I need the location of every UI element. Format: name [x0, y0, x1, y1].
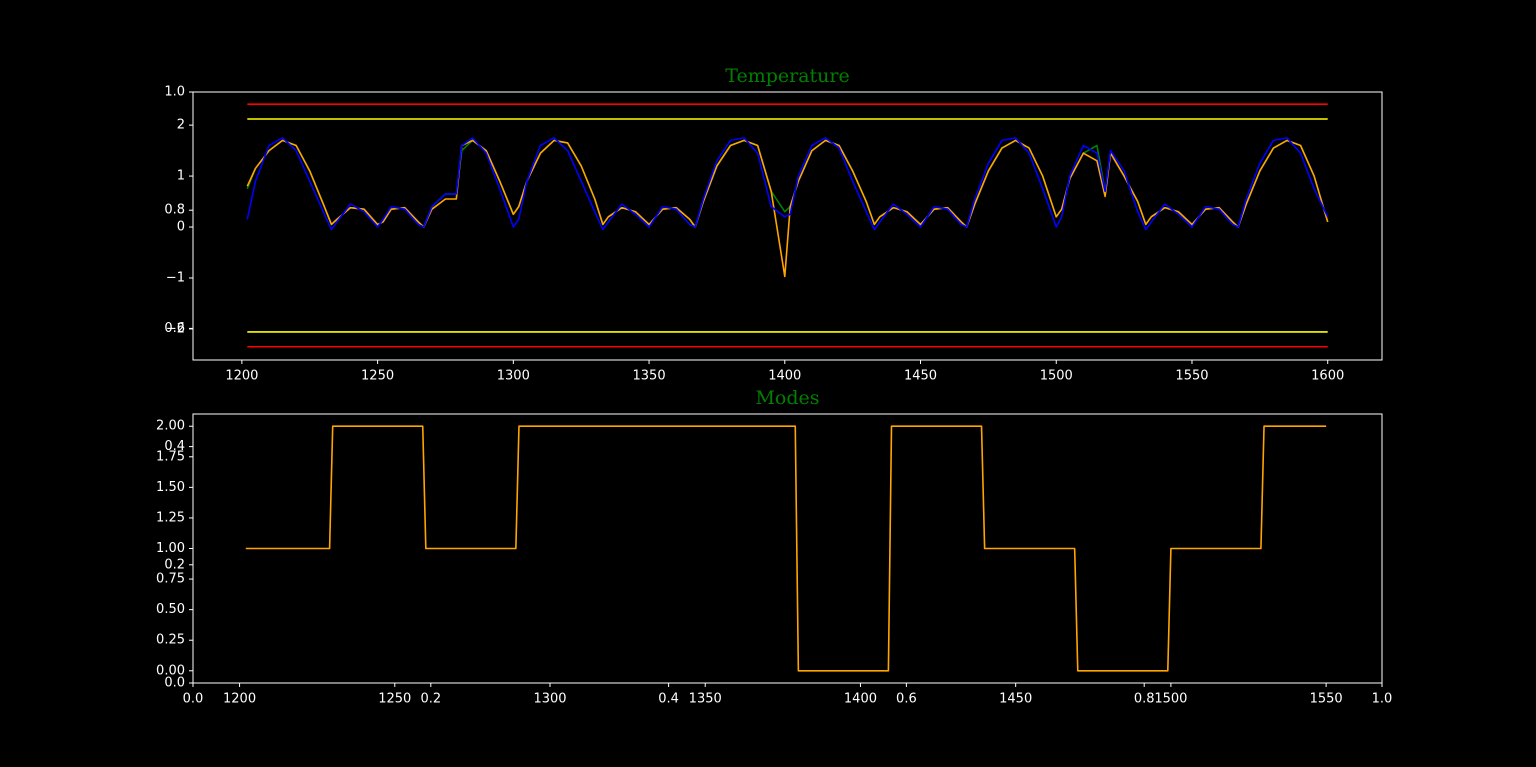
y-tick-label: 0.50	[156, 602, 185, 617]
x-tick-label: 0.4	[658, 692, 679, 707]
y-tick-label: 0.2	[164, 557, 185, 572]
y-tick-label: 0	[177, 220, 185, 235]
y-tick-label: 0.4	[164, 439, 185, 454]
y-tick-label: 0.8	[164, 203, 185, 218]
x-tick-label: 1450	[904, 369, 937, 384]
chart-title: Temperature	[725, 65, 849, 87]
x-tick-label: 1500	[1154, 692, 1187, 707]
x-tick-label: 1400	[844, 692, 877, 707]
x-tick-label: 1200	[225, 369, 258, 384]
y-tick-label: 2.00	[156, 419, 185, 434]
x-tick-label: 1250	[378, 692, 411, 707]
x-tick-label: 1600	[1311, 369, 1344, 384]
data-line	[246, 137, 1329, 231]
y-tick-label: 0.6	[164, 321, 185, 336]
y-tick-label: −2	[166, 321, 185, 336]
chart-title: Modes	[755, 387, 819, 409]
x-tick-label: 1450	[999, 692, 1032, 707]
x-tick-label: 1.0	[1372, 692, 1393, 707]
y-tick-label: 0.0	[164, 676, 185, 691]
x-tick-label: 0.6	[896, 692, 917, 707]
x-tick-label: 1550	[1310, 692, 1343, 707]
y-tick-label: 0.00	[156, 663, 185, 678]
x-tick-label: 0.8	[1134, 692, 1155, 707]
x-tick-label: 1350	[633, 369, 666, 384]
y-tick-label: 2	[177, 118, 185, 133]
x-tick-label: 1550	[1175, 369, 1208, 384]
x-tick-label: 1350	[689, 692, 722, 707]
x-tick-label: 1400	[768, 369, 801, 384]
y-tick-label: 1	[177, 169, 185, 184]
y-tick-label: 0.75	[156, 572, 185, 587]
y-tick-label: 1.75	[156, 449, 185, 464]
x-tick-label: 1300	[533, 692, 566, 707]
data-line	[245, 425, 1327, 672]
y-tick-label: −1	[166, 270, 185, 285]
y-tick-label: 1.0	[164, 85, 185, 100]
plot-frame	[192, 91, 1383, 361]
x-tick-label: 0.0	[183, 692, 204, 707]
y-tick-label: 0.25	[156, 633, 185, 648]
x-tick-label: 0.2	[420, 692, 441, 707]
x-tick-label: 1300	[497, 369, 530, 384]
y-tick-label: 1.50	[156, 480, 185, 495]
y-tick-label: 1.25	[156, 510, 185, 525]
y-tick-label: 1.00	[156, 541, 185, 556]
x-tick-label: 1200	[223, 692, 256, 707]
x-tick-label: 1250	[361, 369, 394, 384]
x-tick-label: 1500	[1040, 369, 1073, 384]
